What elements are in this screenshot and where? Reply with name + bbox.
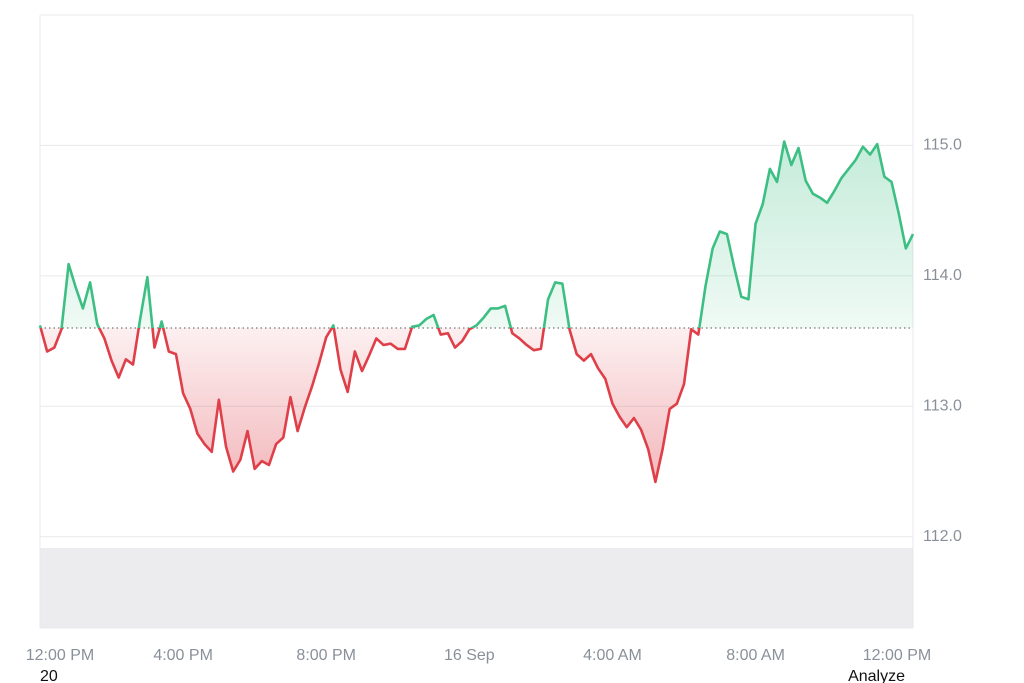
x-tick-label: 4:00 PM — [153, 647, 213, 664]
y-tick-label: 112.0 — [923, 528, 962, 545]
x-tick-label: 16 Sep — [444, 647, 495, 664]
footer-right[interactable]: Analyze — [848, 668, 905, 683]
y-tick-label: 115.0 — [923, 137, 962, 154]
y-tick-label: 113.0 — [923, 397, 962, 414]
x-tick-label: 4:00 AM — [583, 647, 642, 664]
marks — [38, 140, 915, 484]
x-tick-label: 8:00 AM — [726, 647, 785, 664]
y-tick-label: 114.0 — [923, 267, 962, 284]
footer-left: 20 — [40, 668, 58, 683]
x-tick-label: 12:00 PM — [26, 647, 94, 664]
area — [40, 141, 913, 482]
volume-strip — [40, 548, 913, 628]
grid — [40, 144, 913, 538]
price-line — [38, 140, 915, 484]
x-tick-label: 12:00 PM — [863, 647, 931, 664]
x-tick-label: 8:00 PM — [296, 647, 356, 664]
labels: 112.0 113.0 114.0 115.0 12:00 PM 4:00 PM 8:00 … — [26, 137, 962, 665]
